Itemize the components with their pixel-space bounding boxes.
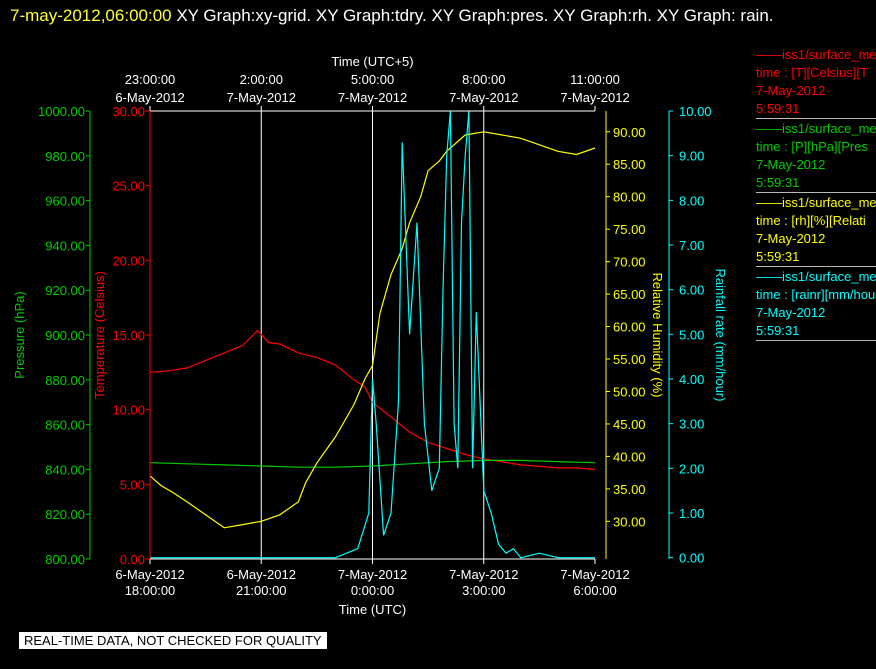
y-tick-label-rainfall: 8.00 — [679, 193, 704, 208]
y-tick-label-temperature: 0.00 — [120, 552, 145, 567]
y-tick-label-humidity: 35.00 — [613, 482, 646, 497]
legend-panel: ——iss1/surface_me time : [T][Celsius][T 7-… — [756, 46, 876, 342]
header-graph-list: XY Graph:xy-grid. XY Graph:tdry. XY Grap… — [171, 6, 774, 25]
y-tick-label-pressure: 920.00 — [45, 283, 85, 298]
series-line-rainfall — [150, 110, 595, 559]
x-tick-label-date: 7-May-2012 — [338, 567, 407, 582]
y-tick-label-pressure: 900.00 — [45, 328, 85, 343]
y-tick-label-humidity: 80.00 — [613, 190, 646, 205]
y-tick-label-temperature: 30.00 — [112, 104, 145, 119]
y-tick-label-pressure: 820.00 — [45, 507, 85, 522]
y-tick-label-rainfall: 6.00 — [679, 283, 704, 298]
y-tick-label-pressure: 980.00 — [45, 149, 85, 164]
y-tick-label-temperature: 20.00 — [112, 253, 145, 268]
legend-name: ——iss1/surface_me — [756, 269, 876, 284]
x-tick-label-time: 18:00:00 — [125, 583, 176, 598]
x-tick-label-time: 0:00:00 — [351, 583, 394, 598]
series-line-pressure — [149, 459, 596, 468]
y-tick-label-humidity: 70.00 — [613, 255, 646, 270]
y-tick-label-humidity: 45.00 — [613, 417, 646, 432]
y-tick-label-rainfall: 9.00 — [679, 149, 704, 164]
y-tick-label-humidity: 85.00 — [613, 157, 646, 172]
y-tick-label-humidity: 75.00 — [613, 222, 646, 237]
quality-warning: REAL-TIME DATA, NOT CHECKED FOR QUALITY — [19, 632, 327, 649]
x-top-tick-label-time: 11:00:00 — [570, 72, 620, 87]
legend-time: 5:59:31 — [756, 101, 800, 116]
legend-units: time : [T][Celsius][T — [756, 65, 868, 80]
header-timestamp: 7-may-2012,06:00:00 — [10, 6, 172, 25]
y-tick-label-temperature: 5.00 — [120, 477, 145, 492]
y-tick-label-rainfall: 2.00 — [679, 461, 704, 476]
legend-time: 5:59:31 — [756, 323, 800, 338]
y-tick-label-humidity: 40.00 — [613, 449, 646, 464]
legend-date: 7-May-2012 — [756, 83, 826, 98]
x-top-tick-label-time: 23:00:00 — [125, 72, 176, 87]
x-top-tick-label-date: 7-May-2012 — [338, 90, 407, 105]
x-top-tick-label-time: 2:00:00 — [240, 72, 283, 87]
legend-name: ——iss1/surface_me — [756, 47, 876, 62]
x-tick-label-time: 6:00:00 — [573, 583, 616, 598]
y-tick-label-temperature: 10.00 — [112, 403, 145, 418]
x-top-tick-label-date: 6-May-2012 — [115, 90, 184, 105]
y-tick-label-rainfall: 1.00 — [679, 506, 704, 521]
x-tick-label-time: 3:00:00 — [462, 583, 505, 598]
y-tick-label-humidity: 55.00 — [613, 352, 646, 367]
y-tick-label-rainfall: 7.00 — [679, 238, 704, 253]
legend-units: time : [rainr][mm/hou — [756, 287, 876, 302]
y-tick-label-pressure: 880.00 — [45, 373, 85, 388]
y-tick-label-rainfall: 3.00 — [679, 417, 704, 432]
chart-header: 7-may-2012,06:00:00 XY Graph:xy-grid. XY… — [10, 2, 860, 30]
x-top-tick-label-date: 7-May-2012 — [449, 90, 518, 105]
y-tick-label-humidity: 60.00 — [613, 320, 646, 335]
legend-time: 5:59:31 — [756, 249, 800, 264]
x-top-tick-label-time: 8:00:00 — [462, 72, 505, 87]
x-tick-label-date: 7-May-2012 — [560, 567, 629, 582]
x-top-tick-label-date: 7-May-2012 — [227, 90, 296, 105]
legend-time: 5:59:31 — [756, 175, 800, 190]
x-tick-label-date: 6-May-2012 — [115, 567, 184, 582]
y-tick-label-pressure: 960.00 — [45, 194, 85, 209]
y-axis-title-temperature: Temperature (Celsius) — [92, 271, 107, 399]
x-axis-label-bottom: Time (UTC) — [339, 602, 406, 617]
y-tick-label-rainfall: 5.00 — [679, 327, 704, 342]
y-tick-label-pressure: 840.00 — [45, 462, 85, 477]
y-tick-label-humidity: 50.00 — [613, 384, 646, 399]
y-axis-title-pressure: Pressure (hPa) — [12, 291, 27, 378]
y-tick-label-pressure: 860.00 — [45, 418, 85, 433]
y-tick-label-pressure: 800.00 — [45, 552, 85, 567]
y-tick-label-humidity: 65.00 — [613, 287, 646, 302]
legend-units: time : [rh][%][Relati — [756, 213, 866, 228]
y-axis-title-humidity: Relative Humidity (%) — [650, 273, 665, 398]
x-tick-label-date: 6-May-2012 — [227, 567, 296, 582]
legend-date: 7-May-2012 — [756, 305, 826, 320]
y-tick-label-rainfall: 10.00 — [679, 104, 712, 119]
y-tick-label-rainfall: 4.00 — [679, 372, 704, 387]
x-tick-label-date: 7-May-2012 — [449, 567, 518, 582]
y-axis-title-rainfall: Rainfall rate (mm/hour) — [713, 269, 728, 402]
legend-name: ——iss1/surface_me — [756, 195, 876, 210]
x-top-tick-label-time: 5:00:00 — [351, 72, 394, 87]
legend-units: time : [P][hPa][Pres — [756, 139, 868, 154]
series-line-humidity — [149, 131, 596, 529]
y-tick-label-rainfall: 0.00 — [679, 551, 704, 566]
y-tick-label-pressure: 940.00 — [45, 238, 85, 253]
x-top-tick-label-date: 7-May-2012 — [560, 90, 629, 105]
y-tick-label-humidity: 30.00 — [613, 514, 646, 529]
y-tick-label-pressure: 1000.00 — [38, 104, 85, 119]
series-line-temperature — [149, 329, 596, 470]
legend-date: 7-May-2012 — [756, 231, 826, 246]
legend-name: ——iss1/surface_me — [756, 121, 876, 136]
x-axis-label-top: Time (UTC+5) — [331, 54, 413, 69]
y-tick-label-humidity: 90.00 — [613, 125, 646, 140]
x-tick-label-time: 21:00:00 — [236, 583, 287, 598]
y-tick-label-temperature: 25.00 — [112, 179, 145, 194]
legend-date: 7-May-2012 — [756, 157, 826, 172]
y-tick-label-temperature: 15.00 — [112, 328, 145, 343]
